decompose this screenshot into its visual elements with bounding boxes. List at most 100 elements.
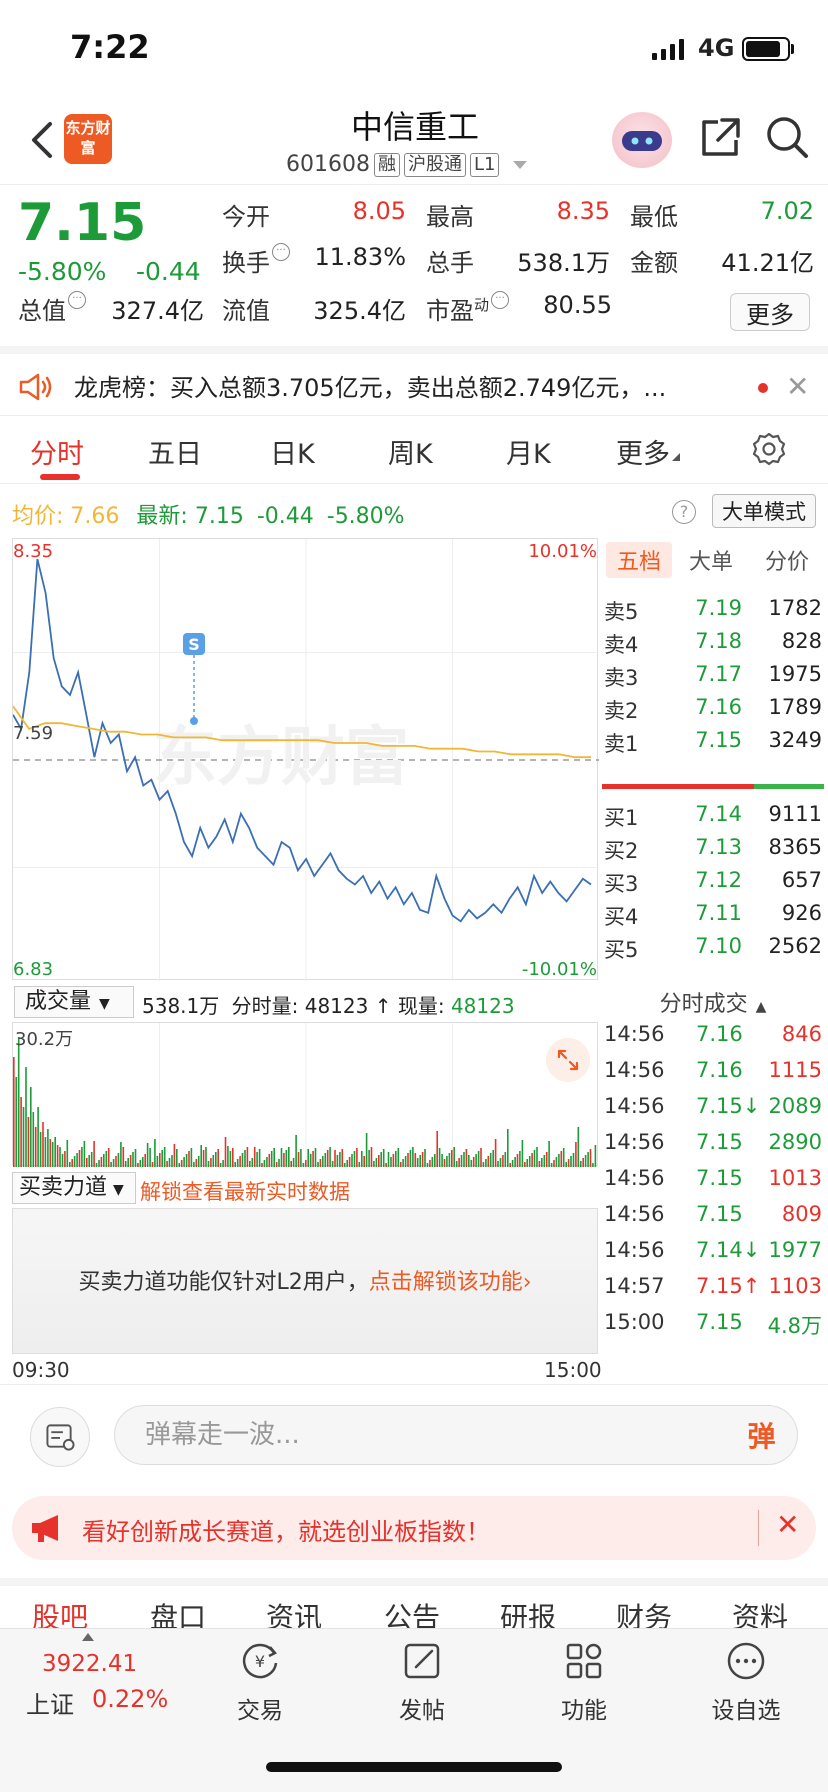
ask-level-4[interactable]: 卖4 7.18 828 [602, 623, 824, 661]
tab-daily-k[interactable]: 日K [270, 439, 315, 470]
nav-add-watchlist[interactable]: 设自选 [696, 1639, 796, 1725]
volume-bar [195, 1159, 198, 1167]
volume-bar [314, 1148, 317, 1167]
volume-bar [558, 1154, 560, 1167]
bid-level-3[interactable]: 买3 7.12 657 [602, 862, 824, 900]
tab-more[interactable]: 更多 [616, 432, 682, 471]
time-axis-start: 09:30 [12, 1358, 70, 1382]
volume-bar [210, 1158, 212, 1167]
volume-bar [548, 1141, 550, 1167]
close-icon[interactable]: ✕ [786, 370, 810, 403]
latest-change: -0.44 [256, 504, 314, 529]
volume-indicator-select[interactable]: 成交量 ▼ [14, 986, 134, 1018]
tab-price-dist[interactable]: 分价 [764, 550, 809, 575]
speaker-icon [19, 373, 52, 401]
volume-bar [499, 1158, 502, 1167]
danmaku-input[interactable]: 弹幕走一波... [114, 1405, 734, 1465]
tab-five-day[interactable]: 五日 [148, 439, 202, 470]
trade-row: 15:00 7.15 4.8万 [604, 1304, 824, 1344]
bid-level-4[interactable]: 买4 7.11 926 [602, 895, 824, 933]
index-value[interactable]: 3922.41 [42, 1651, 138, 1677]
trade-price: 7.15↓ [696, 1094, 761, 1118]
danmaku-settings-icon[interactable] [30, 1407, 90, 1467]
y-bottom-label: 6.83 [13, 959, 53, 980]
volume-bar [567, 1159, 570, 1167]
content-tabs: 股吧 盘口 资讯 公告 研报 财务 资料 [0, 1578, 828, 1634]
level-price: 7.12 [695, 868, 742, 892]
nav-post[interactable]: 发帖 [372, 1639, 472, 1725]
volume-bar [451, 1150, 453, 1167]
info-icon[interactable]: ··· [491, 291, 510, 309]
price-info-line: 均价: 7.66 最新: 7.15 -0.44 -5.80% [12, 498, 405, 530]
tab-intraday[interactable]: 分时 [30, 439, 84, 470]
volume-bars [13, 1037, 597, 1167]
gear-icon[interactable] [752, 432, 786, 466]
volume-bar [292, 1158, 295, 1167]
info-icon[interactable]: ··· [272, 243, 290, 261]
help-icon[interactable]: ? [672, 500, 696, 524]
volume-bar [166, 1161, 168, 1167]
latest-percent: -5.80% [326, 504, 405, 529]
tab-five-levels[interactable]: 五档 [606, 542, 672, 578]
volume-bar [562, 1148, 565, 1167]
volume-bar [115, 1156, 117, 1167]
time-axis-end: 15:00 [544, 1358, 602, 1382]
dragon-tiger-text: 龙虎榜：买入总额3.705亿元，卖出总额2.749亿元，... [74, 374, 667, 402]
intraday-chart[interactable]: 东方财富 8.35 7.59 6.83 10.01% -10.01% S [12, 538, 599, 981]
intraday-chart-svg: 东方财富 8.35 7.59 6.83 10.01% -10.01% S [13, 539, 599, 981]
volume-bar [329, 1147, 331, 1167]
volume-bar [93, 1141, 95, 1167]
volume-bar [222, 1160, 224, 1167]
trade-time: 14:56 [604, 1238, 665, 1262]
volume-bar [468, 1155, 470, 1167]
nav-functions[interactable]: 功能 [534, 1639, 634, 1725]
level-label: 买4 [604, 905, 639, 929]
volume-bar [514, 1157, 516, 1167]
tab-monthly-k[interactable]: 月K [506, 439, 551, 470]
volume-bar [295, 1135, 297, 1167]
volume-bar [397, 1148, 400, 1167]
volume-bar [395, 1151, 397, 1167]
share-icon[interactable] [698, 116, 742, 160]
danmaku-send-button[interactable]: 弹 [726, 1405, 798, 1465]
stock-code-row[interactable]: 601608 融 沪股通 L1 [286, 152, 529, 177]
ask-level-1[interactable]: 卖1 7.15 3249 [602, 722, 824, 760]
signal-marker[interactable]: S [183, 633, 205, 725]
back-icon[interactable] [28, 118, 58, 162]
volume-bar [312, 1151, 314, 1167]
ask-level-2[interactable]: 卖2 7.16 1789 [602, 689, 824, 727]
tab-big-orders[interactable]: 大单 [688, 550, 733, 575]
close-icon[interactable]: ✕ [776, 1508, 800, 1541]
tab-weekly-k[interactable]: 周K [388, 439, 433, 470]
volume-bar [339, 1152, 341, 1167]
ask-level-5[interactable]: 卖5 7.19 1782 [602, 590, 824, 628]
nav-trade[interactable]: ¥ 交易 [210, 1639, 310, 1725]
volume-bar [412, 1147, 414, 1167]
float-value: 325.4亿 [313, 297, 406, 325]
app-logo: 东方财富 [64, 114, 112, 164]
pct-bottom-label: -10.01% [522, 959, 597, 980]
volume-bar [441, 1154, 443, 1167]
volume-bar [142, 1157, 144, 1167]
info-icon[interactable]: ··· [68, 291, 86, 309]
volume-bar [460, 1155, 463, 1167]
expand-icon[interactable] [546, 1038, 590, 1082]
avg-label: 均价: [12, 504, 64, 529]
ask-level-3[interactable]: 卖3 7.17 1975 [602, 656, 824, 694]
y-top-label: 8.35 [13, 541, 53, 562]
bid-level-5[interactable]: 买5 7.10 2562 [602, 928, 824, 966]
search-icon[interactable] [764, 114, 810, 160]
volume-bar [244, 1150, 246, 1167]
volume-bar [528, 1156, 531, 1167]
power-indicator-select[interactable]: 买卖力道 ▼ [12, 1172, 136, 1204]
big-order-mode-button[interactable]: 大单模式 [712, 494, 816, 528]
bid-level-2[interactable]: 买2 7.13 8365 [602, 829, 824, 867]
power-unlock-link[interactable]: 点击解锁该功能 [368, 1270, 523, 1295]
trades-title[interactable]: 分时成交 ▲ [602, 986, 824, 1018]
bid-level-1[interactable]: 买1 7.14 9111 [602, 796, 824, 834]
more-button[interactable]: 更多 [730, 293, 810, 331]
level-volume: 1975 [768, 662, 822, 686]
unlock-link[interactable]: 解锁查看最新实时数据 [140, 1180, 350, 1204]
dragon-tiger-bar[interactable]: 龙虎榜：买入总额3.705亿元，卖出总额2.749亿元，... ✕ [0, 346, 828, 416]
promo-banner[interactable]: 看好创新成长赛道，就选创业板指数！ ✕ [12, 1496, 816, 1560]
